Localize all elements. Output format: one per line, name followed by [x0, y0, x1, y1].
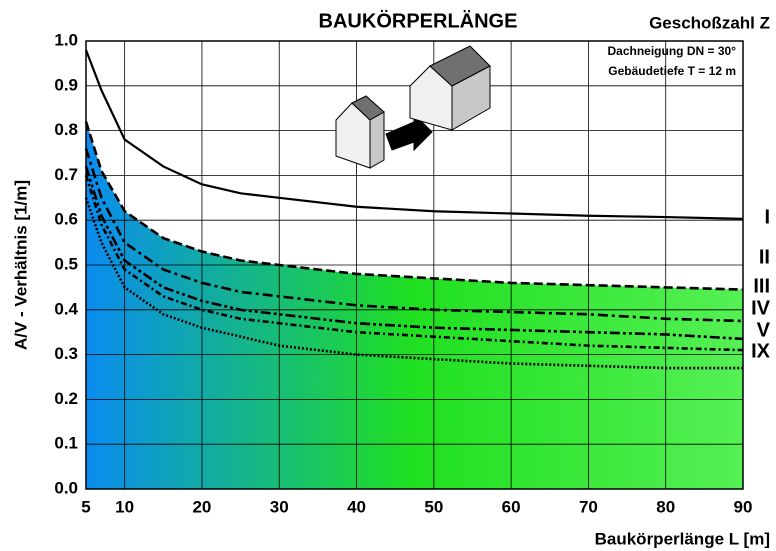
series-line — [84, 175, 744, 352]
legend-title: Geschoßzahl Z — [649, 13, 770, 32]
x-tick-label: 10 — [115, 497, 134, 516]
y-tick-label: 0.2 — [54, 389, 78, 408]
plot-frame — [85, 40, 744, 490]
y-tick-label: 1.0 — [54, 30, 78, 49]
annotation: Dachneigung DN = 30° — [608, 44, 737, 58]
series-line — [84, 121, 744, 291]
plot-area — [84, 40, 744, 490]
y-tick-label: 0.4 — [54, 299, 78, 318]
series-label: III — [753, 275, 770, 297]
x-tick-label: 60 — [502, 497, 521, 516]
x-tick-label: 70 — [579, 497, 598, 516]
y-axis-label: A/V - Verhältnis [1/m] — [11, 180, 30, 350]
x-tick-label: 30 — [270, 497, 289, 516]
series-label: I — [764, 206, 770, 228]
y-tick-label: 0.7 — [54, 165, 78, 184]
y-tick-label: 0.9 — [54, 75, 78, 94]
x-tick-label: 90 — [734, 497, 753, 516]
y-tick-label: 0.6 — [54, 210, 78, 229]
x-tick-label: 5 — [81, 497, 90, 516]
y-tick-label: 0.5 — [54, 254, 78, 273]
series-label: IV — [751, 297, 771, 319]
x-tick-label: 40 — [347, 497, 366, 516]
series-line — [84, 49, 744, 220]
series-label: II — [759, 246, 770, 268]
y-tick-label: 0.3 — [54, 344, 78, 363]
series-line — [84, 166, 744, 341]
series-label: IX — [751, 340, 771, 362]
x-tick-label: 20 — [192, 497, 211, 516]
y-tick-label: 0.8 — [54, 120, 78, 139]
house-illustration — [335, 45, 491, 169]
x-tick-label: 80 — [656, 497, 675, 516]
y-tick-label: 0.0 — [54, 478, 78, 497]
annotation: Gebäudetiefe T = 12 m — [608, 64, 736, 78]
series-line — [84, 197, 743, 370]
series-label: V — [757, 319, 771, 341]
area-fill — [86, 121, 743, 489]
series-line — [84, 148, 744, 323]
x-axis-label: Baukörperlänge L [m] — [595, 529, 770, 548]
y-tick-label: 0.1 — [54, 434, 78, 453]
x-tick-label: 50 — [424, 497, 443, 516]
chart-title: BAUKÖRPERLÄNGE — [319, 9, 518, 32]
